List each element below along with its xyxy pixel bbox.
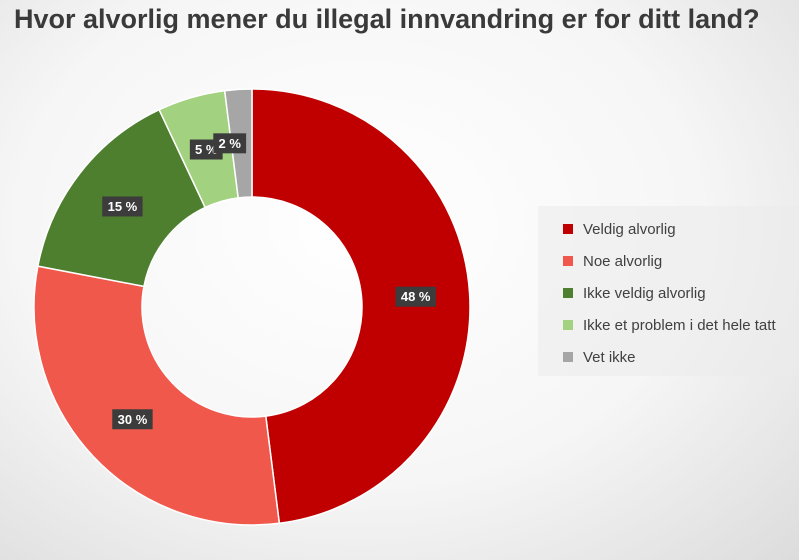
data-label-text: 5 % (195, 142, 218, 157)
legend-label: Ikke et problem i det hele tatt (583, 316, 776, 334)
legend-label: Vet ikke (583, 348, 636, 366)
data-label-box (102, 196, 143, 217)
legend-label: Noe alvorlig (583, 252, 663, 270)
data-label-box (112, 409, 153, 430)
data-label-text: 15 % (108, 199, 138, 214)
chart-title: Hvor alvorlig mener du illegal innvandri… (14, 4, 760, 34)
data-label-box (395, 286, 436, 307)
chart-legend: Veldig alvorlig Noe alvorlig Ikke veldig a… (538, 206, 799, 376)
data-label-3: 15 % (102, 196, 143, 217)
legend-label: Veldig alvorlig (583, 220, 676, 238)
data-label-text: 2 % (218, 136, 241, 151)
legend-item: Ikke veldig alvorlig (538, 282, 706, 304)
legend-item: Noe alvorlig (538, 250, 662, 272)
data-label-box (213, 133, 247, 154)
legend-item: Vet ikke (538, 346, 636, 368)
legend-swatch (563, 224, 573, 234)
donut-slice-1 (251, 88, 471, 525)
data-label-2: 30 % (112, 409, 153, 430)
legend-item: Veldig alvorlig (538, 218, 676, 240)
legend-swatch (563, 256, 573, 266)
legend-item: Ikke et problem i det hele tatt (538, 314, 776, 336)
donut-chart: 48 % 30 % 15 % 5 % 2 % (33, 88, 471, 526)
legend-swatch (563, 352, 573, 362)
legend-swatch (563, 288, 573, 298)
donut-slice-2 (33, 265, 281, 526)
data-label-5: 2 % (213, 133, 247, 154)
data-label-text: 48 % (401, 289, 431, 304)
legend-swatch (563, 320, 573, 330)
legend-label: Ikke veldig alvorlig (583, 284, 706, 302)
data-label-1: 48 % (395, 286, 436, 307)
data-label-text: 30 % (118, 412, 148, 427)
